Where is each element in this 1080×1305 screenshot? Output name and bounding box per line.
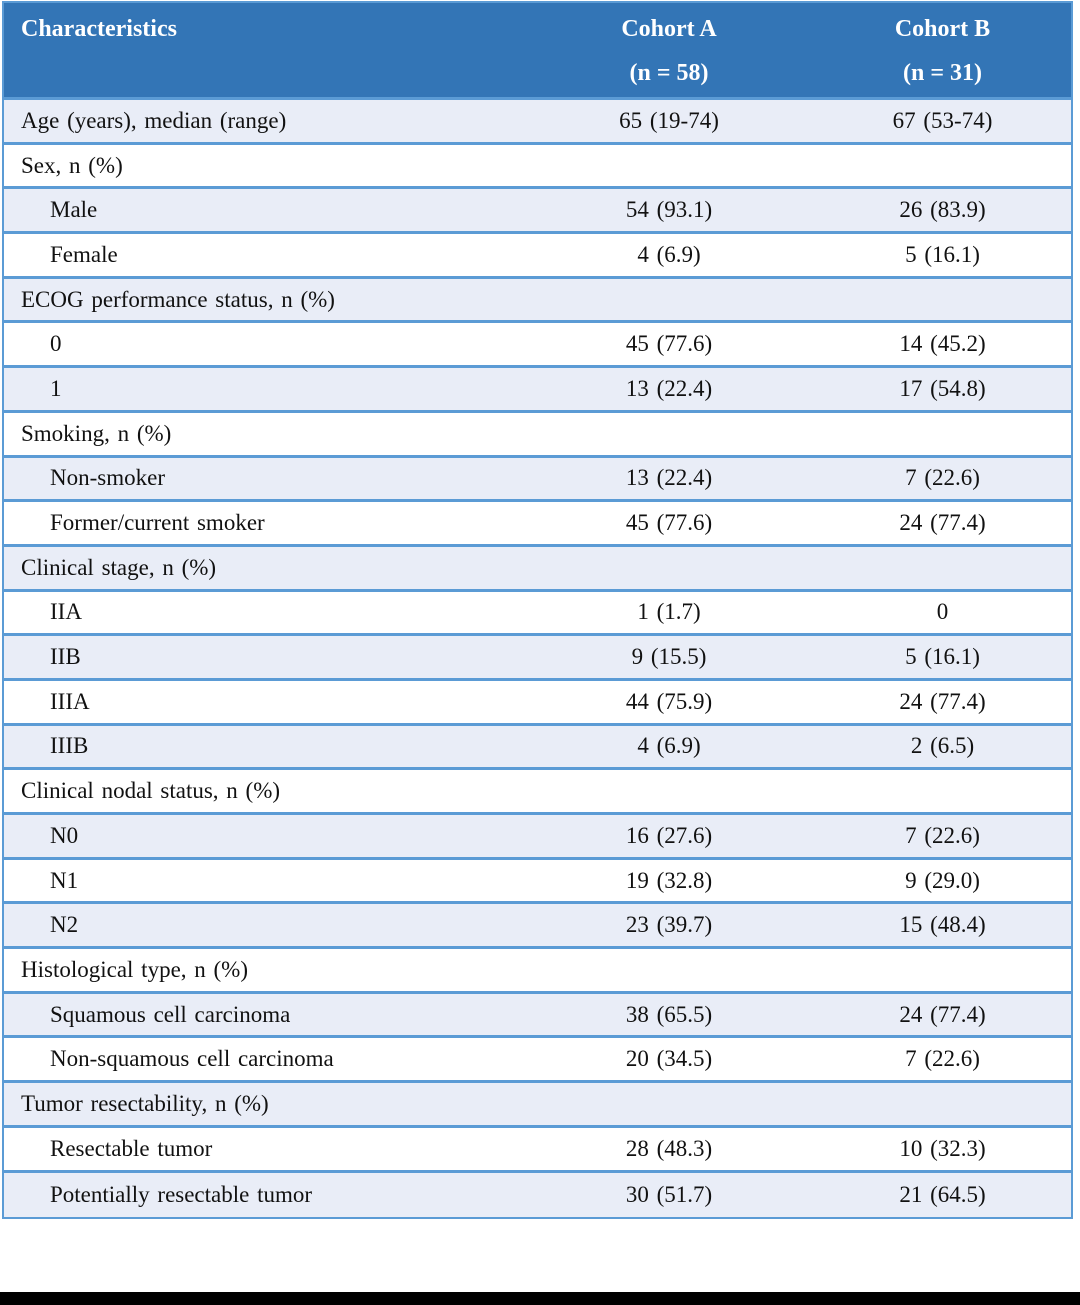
row-label: Potentially resectable tumor bbox=[50, 1181, 313, 1207]
table-row: IIIB 4 (6.9) 2 (6.5) bbox=[4, 725, 1071, 771]
table-row: N1 19 (32.8) 9 (29.0) bbox=[4, 859, 1071, 905]
cohort-b-header-title: Cohort B bbox=[894, 16, 991, 42]
table-row: Non-squamous cell carcinoma 20 (34.5) 7 … bbox=[4, 1038, 1071, 1084]
table-row: Histological type, n (%) bbox=[4, 949, 1071, 994]
cohort-b-value: 14 (45.2) bbox=[899, 331, 986, 357]
cohort-a-value: 19 (32.8) bbox=[625, 867, 713, 893]
row-label: Tumor resectability, n (%) bbox=[21, 1090, 269, 1116]
cohort-b-value: 7 (22.6) bbox=[905, 822, 980, 848]
row-label: IIIA bbox=[50, 688, 90, 714]
row-label: Former/current smoker bbox=[50, 510, 265, 536]
row-label: N0 bbox=[50, 822, 79, 848]
row-label: Non-smoker bbox=[50, 465, 165, 491]
cohort-b-value: 15 (48.4) bbox=[899, 912, 986, 938]
cohort-a-value: 65 (19-74) bbox=[619, 107, 719, 133]
table-row: Male 54 (93.1) 26 (83.9) bbox=[4, 189, 1071, 235]
row-label: Squamous cell carcinoma bbox=[50, 1001, 291, 1027]
row-label: Female bbox=[50, 241, 118, 267]
table-row: IIB 9 (15.5) 5 (16.1) bbox=[4, 636, 1071, 681]
cohort-a-value: 44 (75.9) bbox=[625, 688, 713, 714]
table-row: 1 13 (22.4) 17 (54.8) bbox=[4, 368, 1071, 413]
cohort-a-value: 45 (77.6) bbox=[625, 510, 713, 536]
row-label: N2 bbox=[50, 912, 79, 938]
cohort-b-value: 67 (53-74) bbox=[892, 107, 993, 133]
cohort-b-column-header: Cohort B (n = 31) bbox=[814, 3, 1071, 97]
table-row: IIIA 44 (75.9) 24 (77.4) bbox=[4, 680, 1071, 726]
table-body: Age (years), median (range) 65 (19-74) 6… bbox=[4, 100, 1071, 1218]
characteristics-table: Characteristics Cohort A (n = 58) Cohort… bbox=[2, 1, 1073, 1220]
table-row: Clinical nodal status, n (%) bbox=[4, 770, 1071, 815]
cohort-a-header-title: Cohort A bbox=[621, 16, 717, 42]
cohort-a-value: 54 (93.1) bbox=[625, 197, 713, 223]
cohort-a-value: 4 (6.9) bbox=[637, 241, 701, 267]
cohort-b-value: 24 (77.4) bbox=[899, 510, 986, 536]
table-row: Non-smoker 13 (22.4) 7 (22.6) bbox=[4, 457, 1071, 503]
cohort-a-value: 13 (22.4) bbox=[625, 465, 713, 491]
table-row: Tumor resectability, n (%) bbox=[4, 1083, 1071, 1128]
cohort-b-value: 5 (16.1) bbox=[905, 241, 980, 267]
row-label: IIA bbox=[50, 599, 82, 625]
cohort-b-value: 5 (16.1) bbox=[905, 644, 980, 670]
cohort-b-value: 10 (32.3) bbox=[899, 1135, 986, 1161]
cohort-a-column-header: Cohort A (n = 58) bbox=[524, 3, 814, 97]
row-label: Sex, n (%) bbox=[21, 152, 123, 178]
table-row: Resectable tumor 28 (48.3) 10 (32.3) bbox=[4, 1127, 1071, 1173]
cohort-b-value: 17 (54.8) bbox=[899, 375, 986, 401]
table-row: N0 16 (27.6) 7 (22.6) bbox=[4, 815, 1071, 860]
table-row: ECOG performance status, n (%) bbox=[4, 278, 1071, 324]
bottom-black-bar bbox=[0, 1292, 1080, 1305]
cohort-b-value: 7 (22.6) bbox=[905, 465, 980, 491]
cohort-b-value: 0 bbox=[936, 599, 949, 625]
cohort-a-value: 38 (65.5) bbox=[625, 1001, 713, 1027]
cohort-a-value: 1 (1.7) bbox=[637, 599, 701, 625]
row-label: 0 bbox=[50, 331, 62, 357]
cohort-a-value: 20 (34.5) bbox=[625, 1046, 713, 1072]
cohort-b-value: 24 (77.4) bbox=[899, 688, 986, 714]
table-row: Potentially resectable tumor 30 (51.7) 2… bbox=[4, 1172, 1071, 1218]
cohort-a-value: 16 (27.6) bbox=[625, 822, 713, 848]
row-label: ECOG performance status, n (%) bbox=[21, 286, 335, 312]
row-label: Non-squamous cell carcinoma bbox=[50, 1046, 334, 1072]
cohort-b-value: 26 (83.9) bbox=[899, 197, 986, 223]
table-header-row: Characteristics Cohort A (n = 58) Cohort… bbox=[4, 3, 1071, 100]
row-label: Histological type, n (%) bbox=[21, 956, 249, 982]
table-row: Former/current smoker 45 (77.6) 24 (77.4… bbox=[4, 502, 1071, 547]
cohort-a-value: 4 (6.9) bbox=[637, 733, 701, 759]
cohort-a-value: 45 (77.6) bbox=[625, 331, 713, 357]
row-label: Age (years), median (range) bbox=[21, 107, 287, 133]
table-row: Squamous cell carcinoma 38 (65.5) 24 (77… bbox=[4, 993, 1071, 1039]
row-label: Clinical nodal status, n (%) bbox=[21, 778, 281, 804]
cohort-a-value: 28 (48.3) bbox=[625, 1135, 713, 1161]
row-label: IIIB bbox=[50, 733, 89, 759]
table-row: Female 4 (6.9) 5 (16.1) bbox=[4, 234, 1071, 279]
table-row: Smoking, n (%) bbox=[4, 412, 1071, 458]
cohort-b-value: 21 (64.5) bbox=[899, 1181, 986, 1207]
cohort-b-value: 2 (6.5) bbox=[910, 733, 975, 759]
cohort-b-header-n: (n = 31) bbox=[902, 60, 982, 86]
table-row: Age (years), median (range) 65 (19-74) 6… bbox=[4, 100, 1071, 145]
cohort-b-value: 24 (77.4) bbox=[899, 1001, 986, 1027]
cohort-a-header-n: (n = 58) bbox=[629, 60, 709, 86]
table-row: Sex, n (%) bbox=[4, 144, 1071, 190]
cohort-a-value: 13 (22.4) bbox=[625, 375, 713, 401]
table-row: Clinical stage, n (%) bbox=[4, 546, 1071, 592]
characteristics-column-header: Characteristics bbox=[4, 3, 524, 97]
row-label: Male bbox=[50, 197, 98, 223]
table-row: 0 45 (77.6) 14 (45.2) bbox=[4, 323, 1071, 369]
cohort-a-value: 23 (39.7) bbox=[625, 912, 713, 938]
cohort-a-value: 9 (15.5) bbox=[631, 644, 707, 670]
row-label: IIB bbox=[50, 644, 81, 670]
cohort-b-value: 9 (29.0) bbox=[905, 867, 980, 893]
row-label: N1 bbox=[50, 867, 79, 893]
cohort-b-value: 7 (22.6) bbox=[905, 1046, 980, 1072]
row-label: Clinical stage, n (%) bbox=[21, 554, 217, 580]
row-label: Resectable tumor bbox=[50, 1135, 213, 1161]
row-label: 1 bbox=[50, 375, 62, 401]
table-row: IIA 1 (1.7) 0 bbox=[4, 591, 1071, 637]
characteristics-header-label: Characteristics bbox=[21, 16, 177, 42]
table-row: N2 23 (39.7) 15 (48.4) bbox=[4, 904, 1071, 950]
cohort-a-value: 30 (51.7) bbox=[625, 1181, 713, 1207]
row-label: Smoking, n (%) bbox=[21, 420, 172, 446]
